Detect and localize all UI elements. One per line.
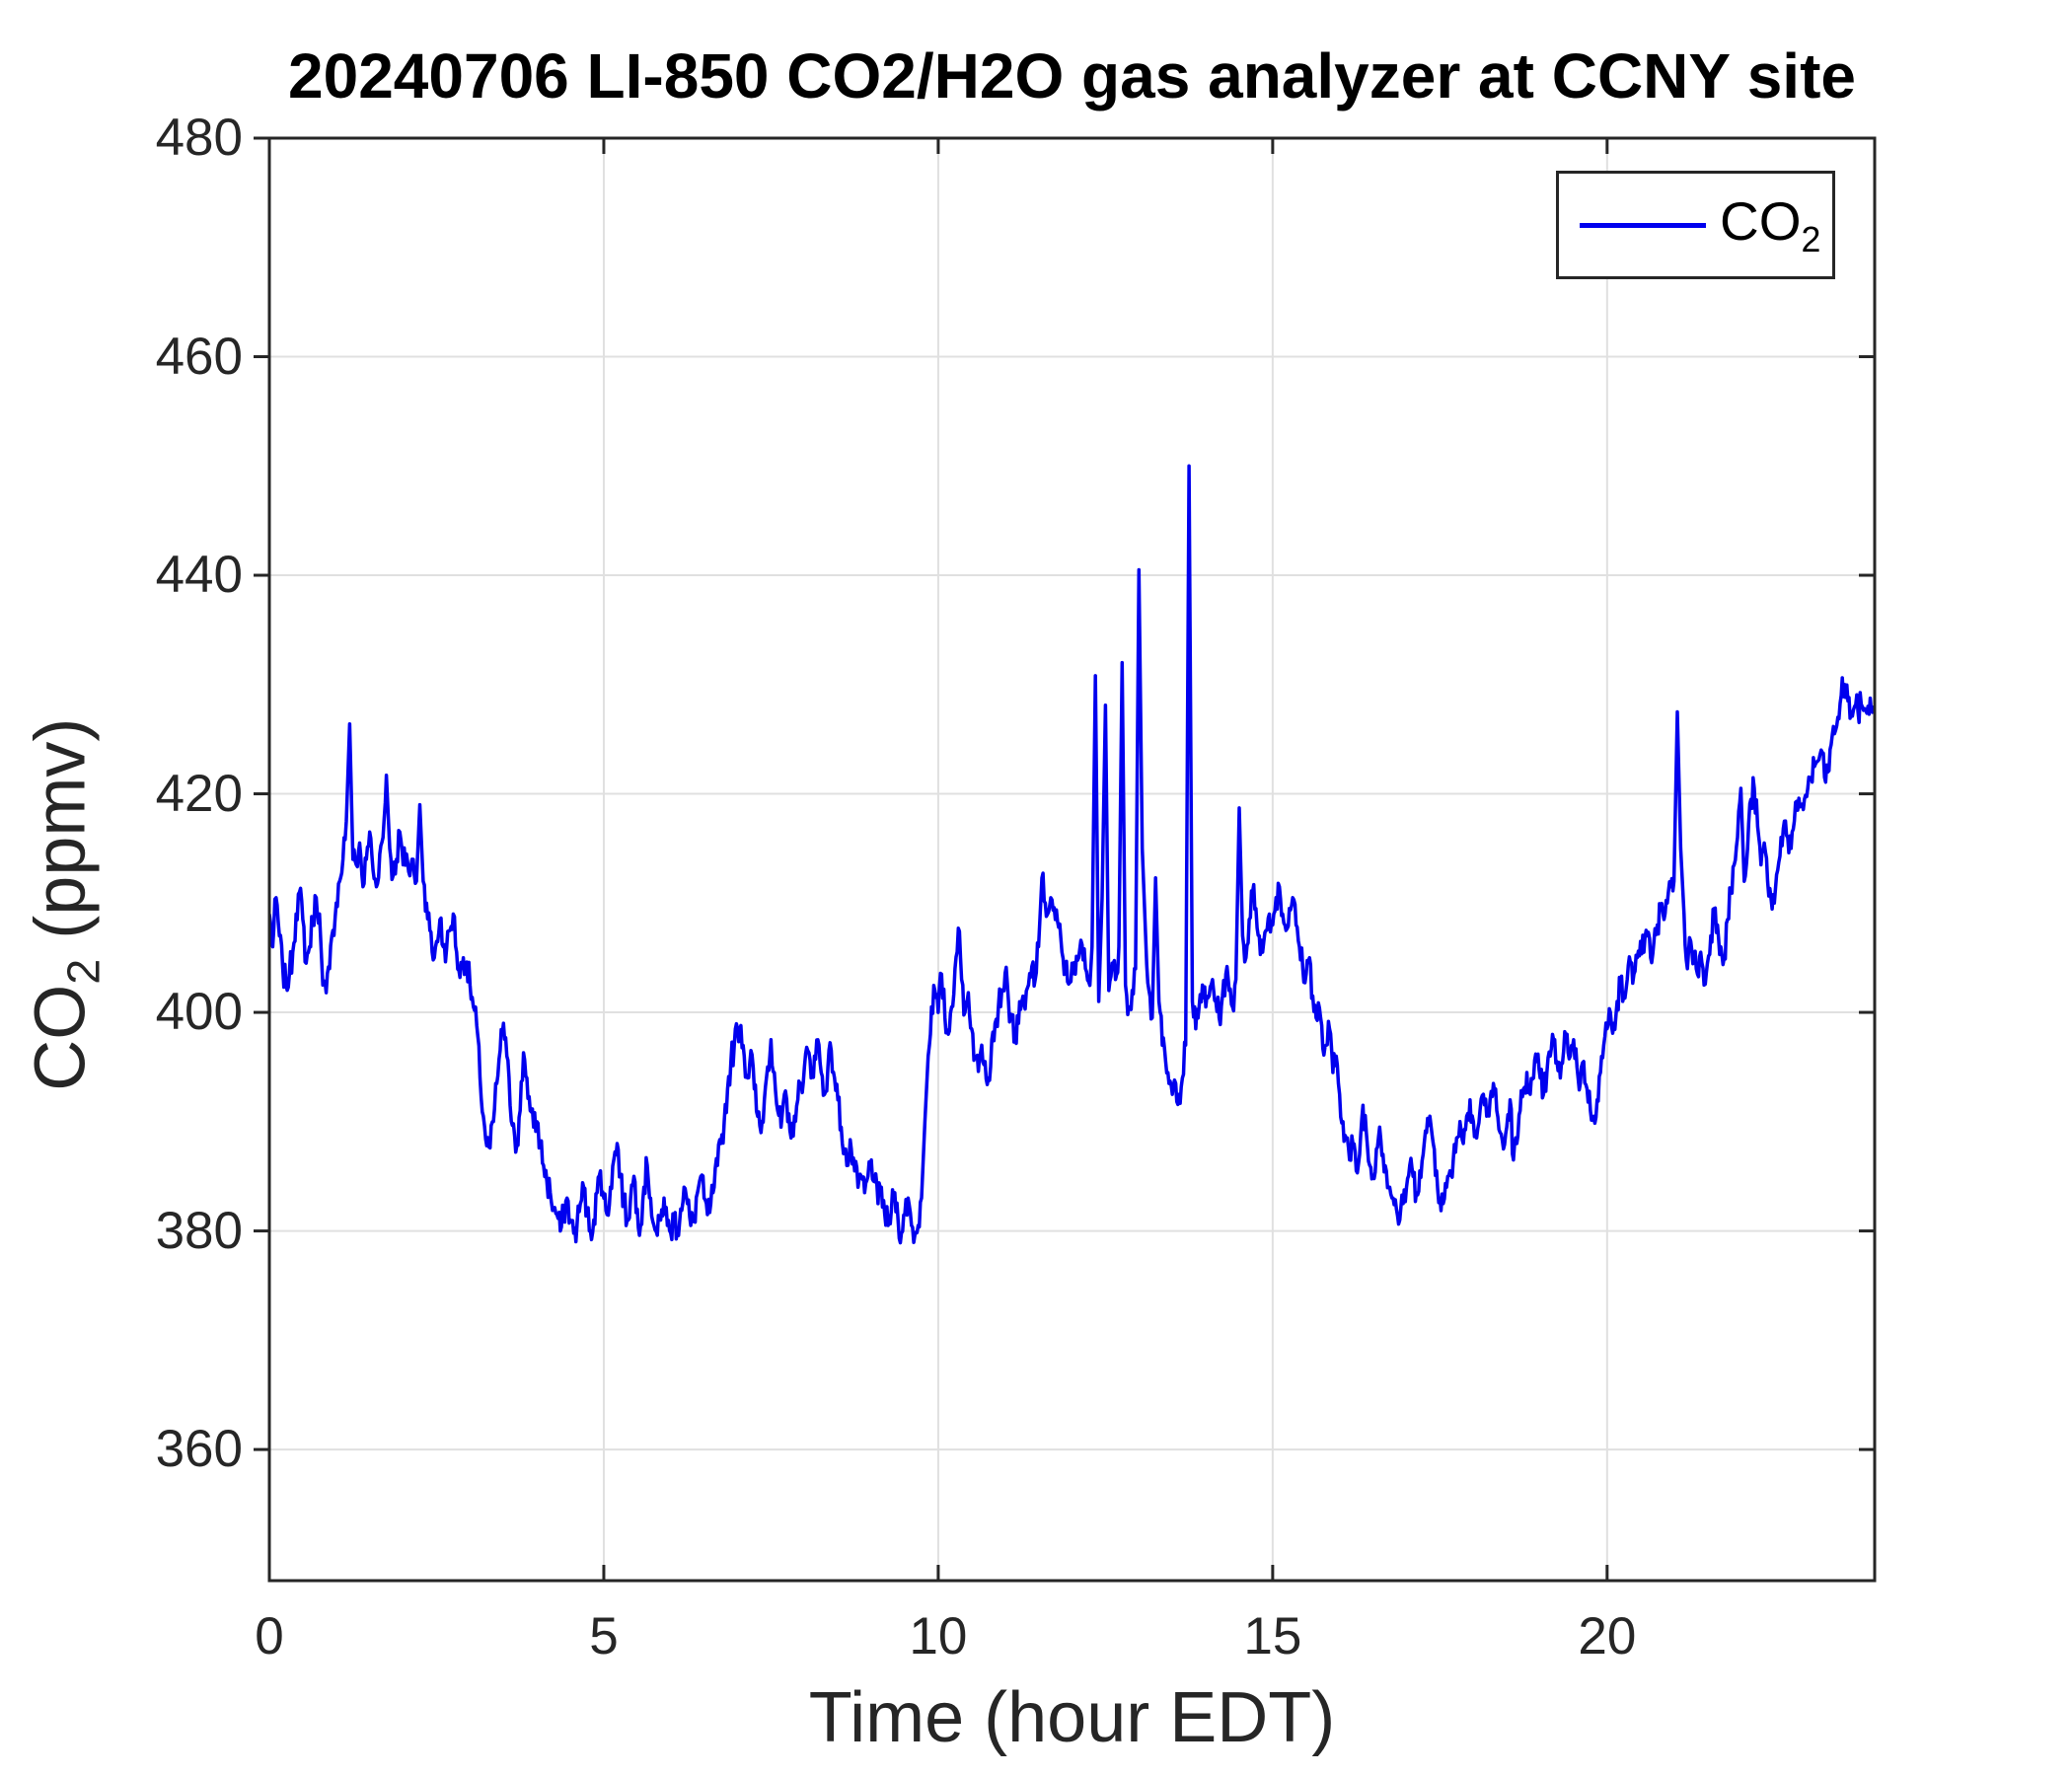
y-tick-label-420: 420 (155, 764, 243, 823)
x-axis-label: Time (hour EDT) (808, 1678, 1336, 1757)
x-tick-label-5: 5 (589, 1607, 619, 1665)
chart-title: 20240706 LI-850 CO2/H2O gas analyzer at … (288, 40, 1856, 111)
y-tick-label-480: 480 (155, 109, 243, 167)
y-tick-label-400: 400 (155, 983, 243, 1042)
y-tick-label-460: 460 (155, 327, 243, 386)
legend-entry-label: CO2 (1720, 189, 1820, 260)
x-tick-label-10: 10 (909, 1607, 968, 1665)
y-tick-label-360: 360 (155, 1420, 243, 1479)
y-tick-label-440: 440 (155, 546, 243, 605)
x-tick-label-20: 20 (1578, 1607, 1637, 1665)
y-tick-label-380: 380 (155, 1201, 243, 1260)
legend-line-sample (1580, 222, 1706, 228)
legend-entry-subscript: 2 (1801, 220, 1821, 259)
co2-data-line (269, 464, 1875, 1245)
x-tick-label-15: 15 (1243, 1607, 1302, 1665)
legend: CO2 (1556, 171, 1835, 279)
legend-entry-text: CO (1720, 190, 1802, 252)
x-tick-label-0: 0 (255, 1607, 284, 1665)
axes-box (267, 136, 1877, 1583)
